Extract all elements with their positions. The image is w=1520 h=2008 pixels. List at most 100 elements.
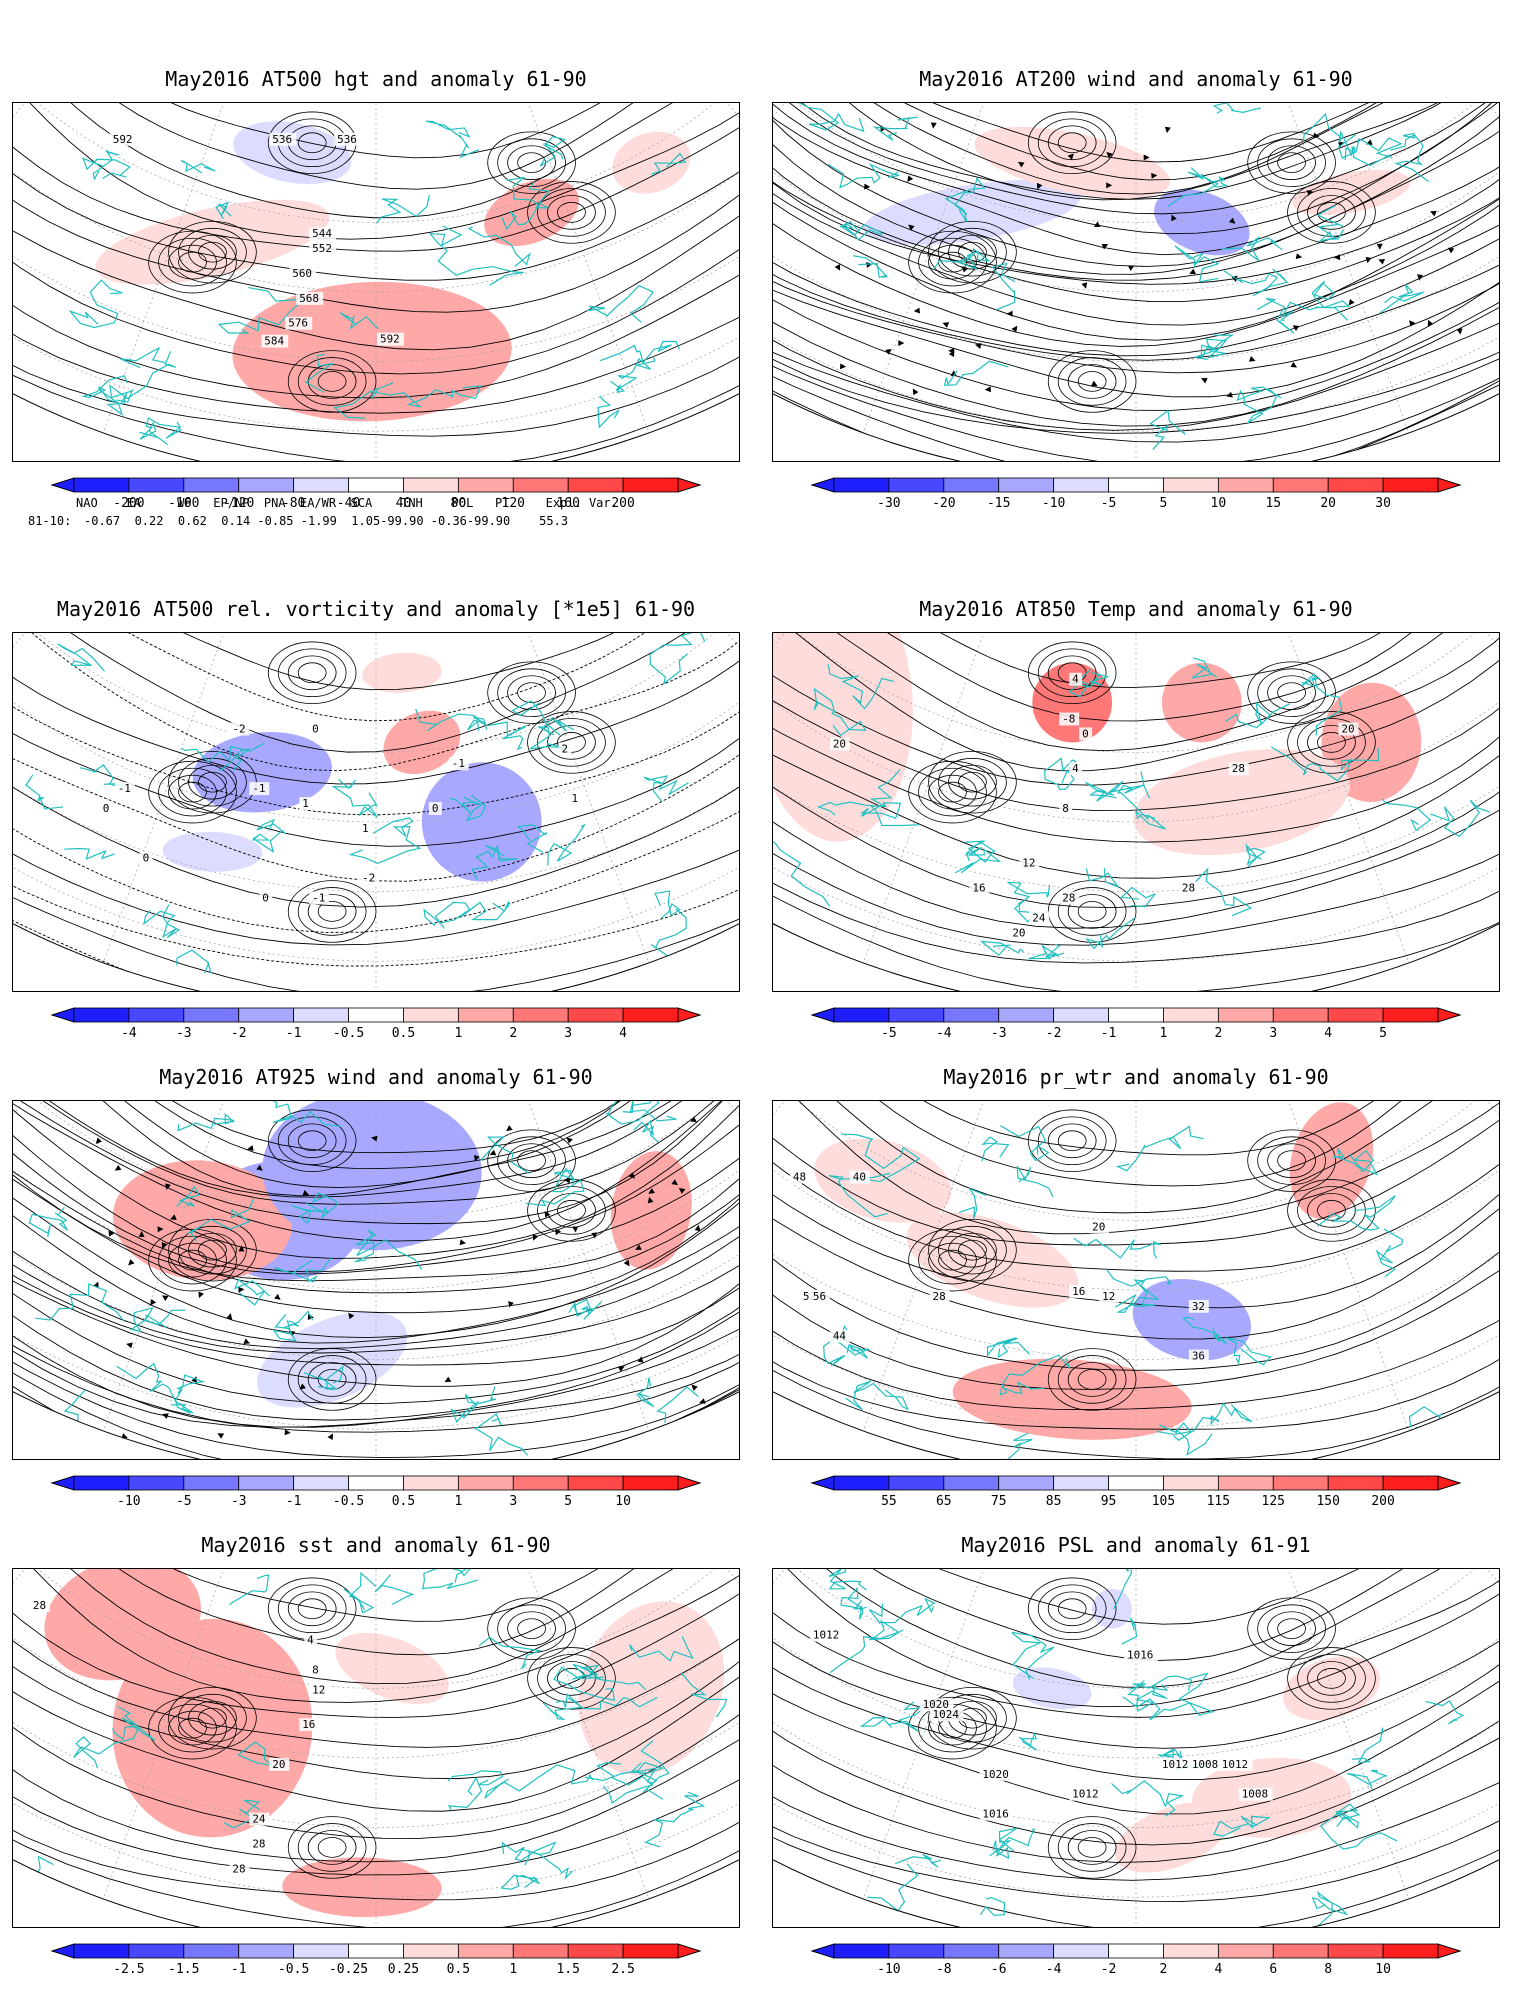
stream-arrow — [1164, 127, 1171, 134]
contour-label: 560 — [292, 267, 312, 280]
contour-label: -1 — [312, 892, 325, 905]
colorbar-arrow-right — [678, 1476, 700, 1490]
map-content — [13, 633, 739, 991]
colorbar-box — [1054, 478, 1109, 492]
colorbar-box — [1218, 1944, 1273, 1958]
coastline — [846, 1381, 908, 1410]
colorbar-box — [623, 478, 678, 492]
colorbar-box — [1218, 478, 1273, 492]
contour-label: -2 — [362, 872, 375, 885]
colorbar-box — [1383, 478, 1438, 492]
coastline — [1150, 411, 1185, 450]
coastline — [1214, 103, 1260, 113]
colorbar-box — [889, 1008, 944, 1022]
coastline — [451, 1387, 495, 1422]
coastline — [829, 1569, 873, 1590]
colorbar-box — [623, 1476, 678, 1490]
contour-label: -1 — [252, 782, 265, 795]
colorbar-box — [129, 1476, 184, 1490]
coastline — [1257, 298, 1294, 333]
closed-contour — [288, 881, 376, 943]
contour-label: -2 — [232, 722, 245, 735]
colorbar-box — [1163, 1476, 1218, 1490]
colorbar-arrow-left — [52, 1476, 74, 1490]
coastline — [1425, 1701, 1462, 1724]
colorbar-tick-label: -4 — [121, 1026, 137, 1041]
stream-arrow — [1081, 282, 1089, 290]
colorbar-arrow-right — [1438, 478, 1460, 492]
colorbar-tick-label: 8 — [1324, 1962, 1332, 1977]
colorbar-box — [458, 1008, 513, 1022]
colorbar-tick-label: 10 — [615, 1494, 631, 1509]
colorbar-box — [999, 1944, 1054, 1958]
colorbar-arrow-right — [1438, 1944, 1460, 1958]
colorbar-tick-label: -30 — [877, 496, 900, 511]
colorbar-tick-label: 0.5 — [392, 1494, 415, 1509]
contour-label: 28 — [252, 1837, 265, 1850]
closed-contour — [1248, 662, 1336, 724]
map-content — [773, 1569, 1499, 1927]
colorbar-box — [1218, 1008, 1273, 1022]
stream-arrow — [460, 1239, 467, 1246]
colorbar-box — [944, 1476, 999, 1490]
coastline — [650, 633, 705, 683]
colorbar-box — [1054, 1944, 1109, 1958]
colorbar-tick-label: -4 — [936, 1026, 952, 1041]
meridian-line — [13, 103, 376, 133]
colorbar-box — [403, 1944, 458, 1958]
coastline — [781, 103, 863, 131]
colorbar-tick-label: -1.5 — [168, 1962, 199, 1977]
stream-arrow — [840, 363, 846, 369]
colorbar-tick-label: 10 — [1375, 1962, 1391, 1977]
colorbar-box — [129, 1944, 184, 1958]
colorbar-tick-label: -8 — [936, 1962, 952, 1977]
colorbar-tick-label: 5 — [1379, 1026, 1387, 1041]
stream-arrow — [1334, 254, 1340, 260]
coastline — [58, 644, 105, 671]
contour-label: 28 — [1182, 882, 1195, 895]
coastline — [587, 286, 653, 323]
contour-label: 20 — [1092, 1220, 1105, 1233]
map-prwtr: 4852564440282016123236484452 — [772, 1100, 1500, 1460]
contour-label: -8 — [1062, 713, 1075, 726]
colorbar-arrow-left — [52, 478, 74, 492]
contour-label: 0 — [1082, 727, 1089, 740]
colorbar-box — [1328, 1944, 1383, 1958]
colorbar-box — [1328, 1008, 1383, 1022]
stream-arrow — [1249, 356, 1257, 364]
contour-label: 20 — [1341, 722, 1354, 735]
colorbar-box — [74, 1944, 129, 1958]
colorbar-box — [403, 1008, 458, 1022]
colorbar-box — [568, 1008, 623, 1022]
coastline — [423, 1569, 478, 1589]
colorbar-tick-label: -1 — [286, 1494, 302, 1509]
contour-label: 1024 — [933, 1708, 960, 1721]
coastline — [1074, 1238, 1161, 1258]
colorbar-box — [513, 1476, 568, 1490]
panel-temp850: May2016 AT850 Temp and anomaly 61-90 20-… — [772, 592, 1500, 1072]
coastline — [853, 256, 887, 278]
colorbar-tick-label: 105 — [1152, 1494, 1175, 1509]
stream-arrow — [73, 1428, 80, 1435]
stream-arrow — [126, 1259, 134, 1267]
coastline — [1210, 1404, 1251, 1424]
colorbar-arrow-right — [1438, 1476, 1460, 1490]
colorbar-box — [568, 1944, 623, 1958]
closed-contour — [1058, 1131, 1086, 1151]
coastline — [1000, 1126, 1048, 1161]
panel-title: May2016 AT200 wind and anomaly 61-90 — [772, 62, 1500, 96]
contour-label: 536 — [272, 133, 292, 146]
colorbar-arrow-left — [52, 1008, 74, 1022]
colorbar-box — [1383, 1944, 1438, 1958]
contour-label: 32 — [1192, 1300, 1205, 1313]
colorbar-tick-label: -2 — [1046, 1026, 1062, 1041]
closed-contour — [268, 1578, 356, 1640]
contour-label: 1012 — [1072, 1788, 1098, 1801]
panel-wind925: May2016 AT925 wind and anomaly 61-90 -10… — [12, 1060, 740, 1540]
colorbar-tick-label: 15 — [1265, 496, 1281, 511]
